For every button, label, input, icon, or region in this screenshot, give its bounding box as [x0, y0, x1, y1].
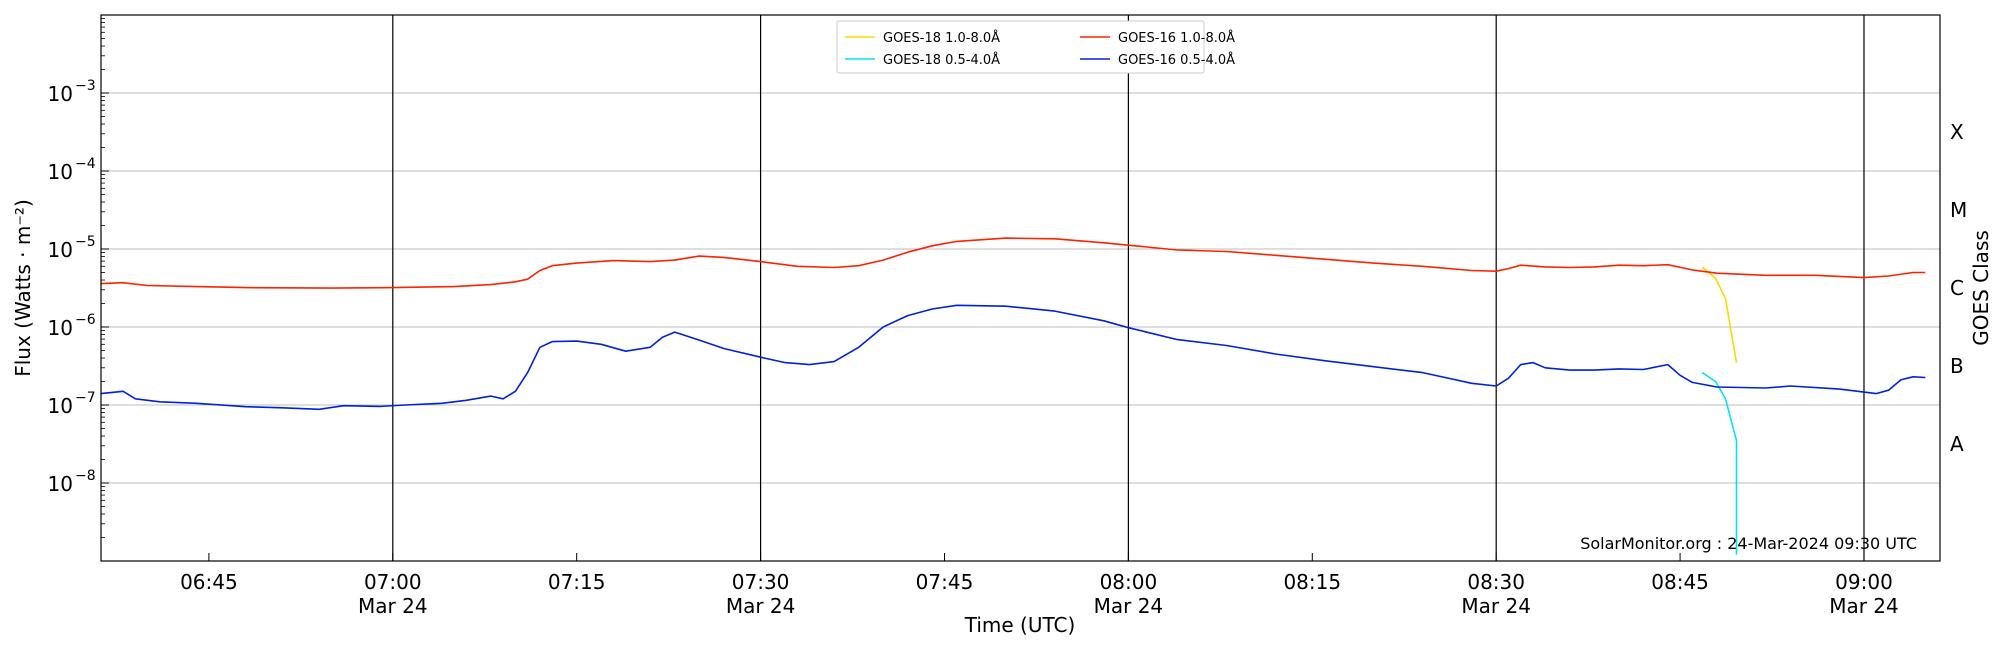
- x-tick-label: 08:45: [1651, 570, 1709, 594]
- y-tick-label: 10: [48, 472, 73, 496]
- goes-class-label: A: [1950, 432, 1964, 456]
- y-tick-label: 10: [48, 394, 73, 418]
- x-tick-label: 07:45: [916, 570, 974, 594]
- plot-frame: [100, 14, 1941, 562]
- y-tick-exponent: −3: [75, 78, 96, 94]
- x-tick-label: 08:30: [1467, 570, 1525, 594]
- legend-entry-label: GOES-18 0.5-4.0Å: [883, 52, 1000, 68]
- x-tick-label: 09:00: [1835, 570, 1893, 594]
- series-line: [1701, 371, 1738, 555]
- y-tick-exponent: −8: [75, 468, 96, 484]
- legend-entry-label: GOES-18 1.0-8.0Å: [883, 30, 1000, 46]
- x-tick-label: 07:30: [732, 570, 790, 594]
- goes-class-labels: A B C M X: [1950, 120, 1967, 456]
- y-tick-label: 10: [48, 160, 73, 184]
- y-tick-exponent: −6: [75, 312, 96, 328]
- x-tick-date-label: Mar 24: [1829, 594, 1899, 618]
- x-tick-label: 07:15: [548, 570, 606, 594]
- goes-class-label: M: [1950, 198, 1967, 222]
- legend: GOES-18 1.0-8.0Å GOES-18 0.5-4.0Å GOES-16 …: [836, 20, 1235, 74]
- x-tick-date-label: Mar 24: [1094, 594, 1164, 618]
- series-line: [1701, 266, 1738, 363]
- y-tick-exponent: −7: [75, 390, 96, 406]
- x-tick-label: 06:45: [180, 570, 238, 594]
- legend-entry-label: GOES-16 1.0-8.0Å: [1118, 30, 1235, 46]
- vertical-hour-lines: [392, 15, 1865, 561]
- y-axis-ticks: 10−810−710−610−510−410−3: [48, 18, 109, 538]
- y-tick-exponent: −4: [75, 156, 96, 172]
- y-tick-label: 10: [48, 238, 73, 262]
- series-line: [100, 237, 1926, 289]
- y2-axis-label: GOES Class: [1969, 230, 1993, 346]
- goes-class-label: X: [1950, 120, 1964, 144]
- x-tick-label: 08:15: [1283, 570, 1341, 594]
- series-line: [100, 304, 1926, 411]
- x-tick-date-label: Mar 24: [358, 594, 428, 618]
- y-axis-label: Flux (Watts · m⁻²): [11, 199, 35, 377]
- goes-class-label: C: [1950, 276, 1964, 300]
- x-tick-date-label: Mar 24: [726, 594, 796, 618]
- y-tick-label: 10: [48, 82, 73, 106]
- x-tick-label: 08:00: [1100, 570, 1158, 594]
- x-tick-date-label: Mar 24: [1461, 594, 1531, 618]
- y-tick-label: 10: [48, 316, 73, 340]
- legend-box: [836, 20, 1205, 74]
- legend-entry-label: GOES-16 0.5-4.0Å: [1118, 52, 1235, 68]
- goes-class-label: B: [1950, 354, 1964, 378]
- x-axis-label: Time (UTC): [964, 613, 1076, 637]
- source-annotation: SolarMonitor.org : 24-Mar-2024 09:30 UTC: [1580, 534, 1917, 553]
- flux-series: [100, 237, 1926, 555]
- x-tick-label: 07:00: [364, 570, 422, 594]
- y-tick-exponent: −5: [75, 234, 96, 250]
